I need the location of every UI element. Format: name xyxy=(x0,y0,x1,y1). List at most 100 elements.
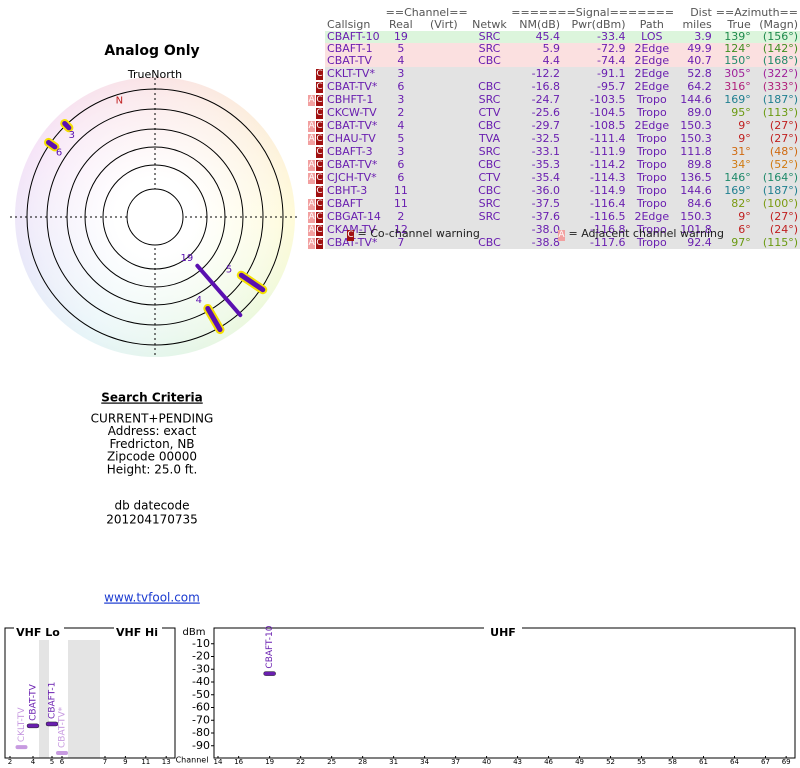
signal-label: CBAFT-10 xyxy=(265,625,275,668)
warning-cell: C xyxy=(304,80,325,93)
cell-netwk: CBC xyxy=(469,236,510,249)
spacer xyxy=(470,7,510,19)
cell-pwr: -116.4 xyxy=(562,197,628,210)
cell-miles: 84.6 xyxy=(676,197,714,210)
cell-miles: 150.3 xyxy=(676,119,714,132)
cell-virt xyxy=(418,145,470,158)
signal-bar xyxy=(15,745,28,750)
cell-netwk: TVA xyxy=(469,132,510,145)
cell-nm: -37.5 xyxy=(509,197,563,210)
cell-miles: 49.9 xyxy=(676,43,714,55)
cell-pwr: -74.4 xyxy=(562,55,628,67)
search-line: Zipcode 00000 xyxy=(107,450,197,464)
cell-callsign: CKAM-TV xyxy=(325,223,384,236)
cell-virt xyxy=(418,132,470,145)
cell-callsign: CBAT-TV* xyxy=(325,119,384,132)
cell-path: Tropo xyxy=(627,171,677,184)
adjacent-flag: A xyxy=(308,173,316,184)
cell-netwk: CBC xyxy=(469,55,510,67)
y-tick-label: -80 xyxy=(192,726,210,739)
cell-real: 6 xyxy=(383,171,419,184)
cell-miles: 3.9 xyxy=(676,31,714,43)
legend-text: = Co-channel warning xyxy=(357,227,480,240)
range-ring xyxy=(46,108,264,326)
cell-nm: -38.8 xyxy=(509,236,563,249)
y-tick-label: -70 xyxy=(192,713,210,726)
cell-virt xyxy=(418,171,470,184)
cell-nm: 4.4 xyxy=(509,55,563,67)
cell-true: 97° xyxy=(713,236,753,249)
cell-callsign: CBAT-TV* xyxy=(325,236,384,249)
column-header: (Virt) xyxy=(429,19,458,31)
cell-virt xyxy=(418,106,470,119)
column-header: Path xyxy=(639,19,664,31)
cell-virt xyxy=(418,43,470,55)
band-label: VHF Lo xyxy=(16,626,60,639)
signal-label: CBAT-TV xyxy=(29,683,39,721)
cell-callsign: CJCH-TV* xyxy=(325,171,384,184)
y-axis-label: dBm xyxy=(183,627,206,638)
y-tick-label: -10 xyxy=(192,637,210,650)
range-ring xyxy=(84,146,226,288)
warning-cell xyxy=(304,31,325,43)
cell-miles: 144.6 xyxy=(676,93,714,106)
cell-callsign: CBAFT xyxy=(325,197,384,210)
x-tick-label: 7 xyxy=(103,758,107,766)
cell-miles: 150.3 xyxy=(676,210,714,223)
cell-path: 2Edge xyxy=(627,210,677,223)
band-label: UHF xyxy=(490,626,516,639)
cell-real: 19 xyxy=(383,31,419,43)
uhf-panel xyxy=(213,627,796,759)
cell-miles: 89.8 xyxy=(676,158,714,171)
adjacent-flag: A xyxy=(308,121,316,132)
search-heading: Search Criteria xyxy=(101,391,202,405)
cell-real: 6 xyxy=(383,158,419,171)
co-flag: C xyxy=(347,230,354,241)
label-bg xyxy=(484,624,522,634)
x-tick-label: 5 xyxy=(50,758,54,766)
cell-callsign: CKLT-TV* xyxy=(325,67,384,80)
co-channel-flag: C xyxy=(316,82,324,93)
cell-nm: -29.7 xyxy=(509,119,563,132)
cell-virt xyxy=(418,197,470,210)
cell-virt xyxy=(418,55,470,67)
co-channel-flag: C xyxy=(316,186,324,197)
x-tick-label: 64 xyxy=(730,758,739,766)
group-header: ==Azimuth== xyxy=(715,7,798,19)
cell-path: 2Edge xyxy=(627,119,677,132)
spacer xyxy=(304,19,325,31)
magnetic-north: N xyxy=(116,95,123,106)
x-tick-label: 58 xyxy=(668,758,677,766)
cell-callsign: CHAU-TV xyxy=(325,132,384,145)
cell-magn: (115°) xyxy=(752,236,800,249)
cell-netwk: SRC xyxy=(469,43,510,55)
cell-pwr: -117.6 xyxy=(562,236,628,249)
cell-magn: (142°) xyxy=(752,43,800,55)
cell-callsign: CBHT-3 xyxy=(325,184,384,197)
cell-path: Tropo xyxy=(627,93,677,106)
station-row: A C CBAT-TV* 4 CBC -29.7 -108.5 2Edge 150.3 9° (27… xyxy=(304,119,800,132)
column-header: Callsign xyxy=(327,19,371,31)
cell-path: 2Edge xyxy=(627,67,677,80)
cell-pwr: -111.4 xyxy=(562,132,628,145)
cell-miles: 150.3 xyxy=(676,132,714,145)
label-bg xyxy=(14,624,64,634)
x-tick-label: 69 xyxy=(782,758,791,766)
adjacent-flag: A xyxy=(308,134,316,145)
cell-real: 4 xyxy=(383,55,419,67)
cell-pwr: -104.5 xyxy=(562,106,628,119)
cell-path: Tropo xyxy=(627,145,677,158)
cell-callsign: CBAFT-1 xyxy=(325,43,384,55)
cell-true: 9° xyxy=(713,210,753,223)
station-table: ==Channel== =======Signal======= Dist ==Azi… xyxy=(304,7,800,249)
cell-real: 11 xyxy=(383,184,419,197)
cell-nm: -38.0 xyxy=(509,223,563,236)
column-header: NM(dB) xyxy=(519,19,561,31)
cell-path: Tropo xyxy=(627,106,677,119)
station-row: A C CBGAT-14 2 SRC -37.6 -116.5 2Edge 150.3 9° (27… xyxy=(304,210,800,223)
cell-path: 2Edge xyxy=(627,43,677,55)
site-link[interactable]: www.tvfool.com xyxy=(104,591,200,605)
cell-virt xyxy=(418,184,470,197)
station-line xyxy=(46,139,58,150)
cell-callsign: CKCW-TV xyxy=(325,106,384,119)
